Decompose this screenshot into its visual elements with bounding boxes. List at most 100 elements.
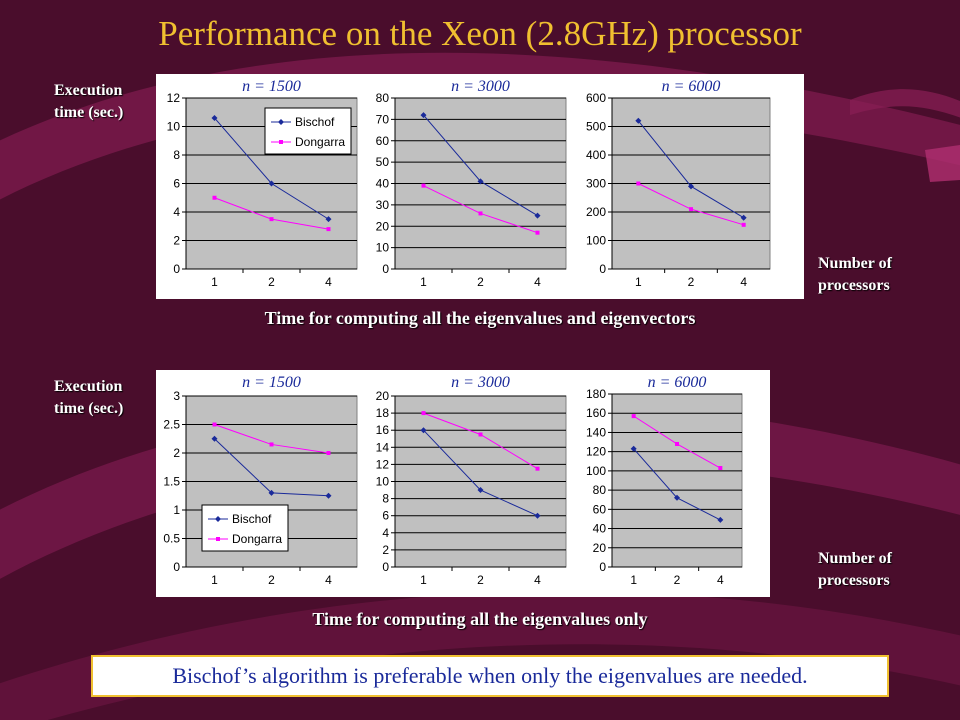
x-tick-label: 2	[674, 573, 681, 587]
data-point-dongarra	[689, 207, 693, 212]
data-point-dongarra	[326, 451, 331, 455]
y-tick-label: 4	[173, 205, 180, 219]
y-tick-label: 180	[586, 387, 606, 401]
y-axis-label-line2: time (sec.)	[54, 400, 124, 417]
data-point-bischof	[325, 216, 332, 223]
y-tick-label: 50	[376, 155, 390, 169]
line-chart-6: n = 6000 0 20 40 60 80 100 120 140 160 180 1 2 4	[586, 374, 743, 587]
data-point-dongarra	[478, 432, 483, 437]
chart-n-label: n = 6000	[662, 78, 721, 95]
chart-legend: Bischof Dongarra	[264, 107, 352, 155]
y-tick-label: 500	[586, 120, 606, 134]
y-tick-label: 120	[586, 445, 606, 459]
chart-panel-1: n = 1500 0 2 4 6 8 10 12 1 2 4 Bischof Dongarra	[156, 74, 363, 299]
data-point-dongarra	[269, 442, 274, 447]
y-tick-label: 600	[586, 91, 606, 105]
data-point-bischof	[688, 183, 694, 190]
x-tick-label: 1	[630, 573, 637, 587]
y-tick-label: 6	[173, 177, 180, 191]
line-chart-4: n = 1500 0 0.5 1 1.5 2 2.5 3 1 2 4 Bischof Dongarra	[163, 374, 358, 587]
legend-box	[201, 504, 289, 552]
slide-title: Performance on the Xeon (2.8GHz) process…	[158, 14, 802, 53]
x-axis-label-line2: processors	[818, 572, 890, 589]
x-tick-label: 4	[740, 275, 747, 289]
data-point-bischof	[534, 212, 541, 219]
data-point-bischof	[534, 512, 541, 519]
y-tick-label: 8	[382, 492, 389, 506]
y-tick-label: 0	[599, 560, 606, 574]
y-axis-label-line1: Execution	[54, 378, 123, 395]
y-tick-label: 4	[382, 526, 389, 540]
data-point-dongarra	[212, 422, 217, 427]
chart-panel-6: n = 6000 0 20 40 60 80 100 120 140 160 180 1 2 4	[574, 370, 770, 597]
x-axis-label-line1: Number of	[818, 550, 892, 567]
y-tick-label: 12	[376, 457, 390, 471]
y-tick-label: 12	[167, 91, 181, 105]
y-axis-label-line2: time (sec.)	[54, 104, 124, 121]
y-tick-label: 0	[599, 262, 606, 276]
y-axis-label-line1: Execution	[54, 82, 123, 99]
y-tick-label: 1.5	[163, 475, 180, 489]
y-tick-label: 40	[376, 177, 390, 191]
x-tick-label: 2	[477, 573, 484, 587]
data-point-bischof	[635, 117, 642, 124]
data-point-bischof	[477, 487, 484, 494]
y-tick-label: 100	[586, 464, 606, 478]
x-tick-label: 2	[688, 275, 695, 289]
data-point-bischof	[268, 180, 275, 187]
y-tick-label: 8	[173, 148, 180, 162]
chart-n-label: n = 1500	[242, 78, 301, 95]
data-point-dongarra	[636, 181, 641, 186]
x-axis-label-line1: Number of	[818, 255, 892, 272]
y-tick-label: 2	[173, 234, 180, 248]
y-tick-label: 70	[376, 112, 390, 126]
data-point-bischof	[211, 435, 218, 442]
y-tick-label: 140	[586, 425, 606, 439]
chart-legend: Bischof Dongarra	[201, 504, 289, 552]
chart-n-label: n = 6000	[648, 374, 707, 391]
x-tick-label: 2	[268, 573, 275, 587]
data-point-dongarra	[535, 230, 540, 235]
chart-n-label: n = 3000	[451, 78, 510, 95]
chart-panel-4: n = 1500 0 0.5 1 1.5 2 2.5 3 1 2 4 Bischof Dongarra	[156, 370, 363, 597]
line-chart-3: n = 6000 0 100 200 300 400 500 600 1 2 4	[586, 78, 771, 289]
y-tick-label: 10	[376, 475, 390, 489]
x-tick-label: 1	[635, 275, 642, 289]
x-axis-label-bottom: Number of processors	[818, 548, 892, 592]
chart-n-label: n = 1500	[242, 374, 301, 391]
data-point-dongarra	[269, 217, 274, 222]
legend-marker-dongarra	[216, 537, 220, 541]
data-point-dongarra	[326, 227, 331, 232]
legend-marker-bischof	[278, 119, 284, 125]
y-tick-label: 14	[376, 440, 390, 454]
chart-panel-2: n = 3000 0 10 20 30 40 50 60 70 80 1 2 4	[363, 74, 574, 299]
y-tick-label: 300	[586, 177, 606, 191]
y-tick-label: 3	[173, 389, 180, 403]
y-tick-label: 200	[586, 205, 606, 219]
x-tick-label: 2	[268, 275, 275, 289]
data-point-dongarra	[421, 411, 426, 416]
y-tick-label: 40	[593, 522, 607, 536]
y-tick-label: 100	[586, 234, 606, 248]
y-tick-label: 1	[173, 503, 180, 517]
x-tick-label: 4	[325, 275, 332, 289]
x-tick-label: 4	[534, 275, 541, 289]
data-point-bischof	[420, 427, 427, 434]
y-tick-label: 0	[173, 262, 180, 276]
legend-entry-dongarra: Dongarra	[232, 532, 282, 546]
data-point-bischof	[674, 494, 680, 501]
caption-eigenvalues-only: Time for computing all the eigenvalues o…	[312, 609, 648, 629]
data-point-dongarra	[718, 466, 723, 471]
x-tick-label: 4	[325, 573, 332, 587]
y-tick-label: 160	[586, 406, 606, 420]
x-tick-label: 1	[211, 275, 218, 289]
y-axis-label-top: Execution time (sec.)	[54, 80, 123, 124]
plot-area	[611, 393, 743, 568]
y-tick-label: 0	[173, 560, 180, 574]
y-tick-label: 60	[376, 134, 390, 148]
data-point-bischof	[211, 114, 218, 121]
x-tick-label: 1	[420, 275, 427, 289]
legend-entry-dongarra: Dongarra	[295, 135, 345, 149]
